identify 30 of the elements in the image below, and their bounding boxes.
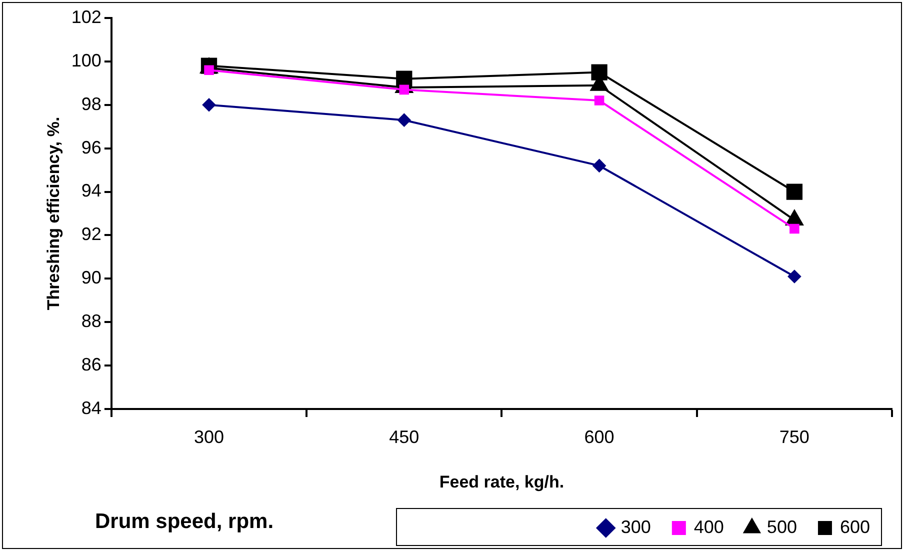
legend-title: Drum speed, rpm.	[95, 510, 274, 534]
point	[202, 98, 216, 112]
x-axis-title: Feed rate, kg/h.	[439, 472, 564, 492]
legend-label: 600	[840, 516, 870, 537]
point	[399, 84, 410, 95]
point	[398, 114, 411, 127]
y-tick-label: 84	[81, 398, 102, 418]
point	[592, 159, 606, 172]
y-tick-label: 88	[81, 311, 102, 332]
y-tick-label: 102	[71, 6, 102, 27]
x-tick-label: 300	[194, 426, 224, 447]
y-tick-label: 90	[81, 268, 102, 288]
point	[790, 224, 800, 234]
point	[786, 184, 802, 200]
x-tick-label: 450	[389, 426, 420, 447]
y-tick-label: 92	[81, 224, 102, 244]
y-tick-label: 96	[81, 137, 102, 158]
point	[591, 64, 608, 80]
y-tick-label: 98	[81, 94, 102, 114]
y-axis-title: Threshing efficiency, %.	[44, 116, 63, 310]
legend-label: 500	[766, 516, 797, 537]
y-tick-label: 94	[81, 180, 102, 201]
x-tick-label: 600	[584, 426, 614, 447]
legend-label: 400	[694, 516, 724, 537]
point	[788, 270, 801, 283]
legend-label: 300	[620, 516, 651, 537]
y-tick-label: 86	[81, 354, 102, 375]
x-tick-label: 750	[779, 426, 810, 447]
y-tick-label: 100	[71, 50, 102, 70]
point	[594, 96, 604, 106]
